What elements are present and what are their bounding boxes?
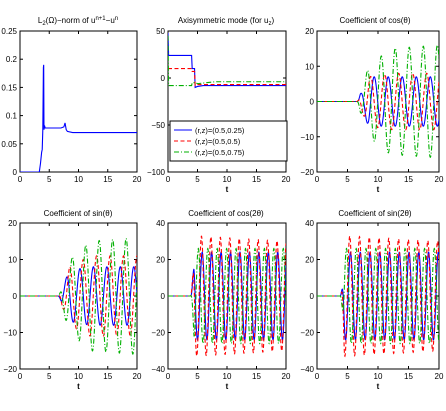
y-tick-label: 20 <box>305 27 314 36</box>
series-line-1 <box>168 32 286 89</box>
y-tick-label: −20 <box>300 329 314 338</box>
y-tick-label: 0 <box>13 292 18 301</box>
x-axis-label: t <box>226 185 229 194</box>
x-tick-label: 0 <box>315 372 320 381</box>
x-tick-label: 10 <box>74 175 83 184</box>
x-tick-label: 5 <box>47 175 52 184</box>
panel-1-title: L2(Ω)−norm of un+1−un <box>38 16 118 27</box>
y-tick-label: −100 <box>147 168 166 177</box>
y-tick-label: −20 <box>151 329 165 338</box>
panel-2: 0 5 10 15 20−100−50050t(r,z)=(0.5,0.25)(r,z)… <box>147 27 291 194</box>
x-tick-label: 0 <box>166 175 171 184</box>
y-tick-label: 0 <box>13 168 18 177</box>
panel-4-title: Coefficient of sin(θ) <box>44 209 113 218</box>
series-line-1 <box>20 64 137 172</box>
panel-2-title: Axisymmetric mode (for uz) <box>178 16 275 27</box>
x-tick-label: 5 <box>47 372 52 381</box>
legend-entry: (r,z)=(0.5,0.25) <box>195 126 245 135</box>
legend-entry: (r,z)=(0.5,0.5) <box>195 137 241 146</box>
x-tick-label: 20 <box>435 372 444 381</box>
legend: (r,z)=(0.5,0.25) (r,z)=(0.5,0.5) (r,z)=(0.… <box>169 120 288 162</box>
x-tick-label: 20 <box>133 175 142 184</box>
y-tick-label: −40 <box>151 365 165 374</box>
series-line-2 <box>168 68 286 87</box>
series-line-2 <box>168 235 286 357</box>
y-tick-label: 10 <box>305 62 314 71</box>
x-tick-label: 15 <box>252 175 261 184</box>
panel-6: 0 5 10 15 20 −40 −20 0 20 40 t <box>300 219 444 391</box>
y-tick-label: 0 <box>310 292 315 301</box>
y-tick-label: 0.2 <box>6 55 18 64</box>
x-tick-label: 5 <box>195 372 200 381</box>
y-tick-label: 40 <box>305 219 314 228</box>
x-tick-label: 10 <box>74 372 83 381</box>
x-tick-label: 20 <box>435 175 444 184</box>
x-tick-label: 0 <box>315 175 320 184</box>
y-tick-label: 20 <box>156 256 165 265</box>
y-tick-label: −50 <box>151 121 165 130</box>
x-axis-label: t <box>226 382 229 391</box>
x-tick-label: 0 <box>18 372 23 381</box>
x-tick-label: 15 <box>404 372 413 381</box>
y-tick-label: 50 <box>156 27 165 36</box>
x-tick-label: 10 <box>374 372 383 381</box>
x-tick-label: 0 <box>18 175 23 184</box>
x-axis-label: t <box>377 185 380 194</box>
x-tick-label: 0 <box>166 372 171 381</box>
y-tick-label: 0 <box>161 74 166 83</box>
series-line-3 <box>168 247 286 345</box>
y-tick-label: −10 <box>300 133 314 142</box>
x-tick-label: 5 <box>345 372 350 381</box>
panel-3-title: Coefficient of cos(θ) <box>340 16 411 25</box>
panel-6-title: Coefficient of sin(2θ) <box>338 209 412 218</box>
y-tick-label: −40 <box>300 365 314 374</box>
x-tick-label: 20 <box>282 372 291 381</box>
y-tick-label: 0 <box>161 292 166 301</box>
axes-frame <box>19 30 138 173</box>
x-tick-label: 15 <box>252 372 261 381</box>
x-tick-label: 10 <box>374 175 383 184</box>
x-tick-label: 10 <box>223 372 232 381</box>
y-tick-label: 0.1 <box>6 112 18 121</box>
x-axis-label: t <box>77 382 80 391</box>
panel-1: 0 5 10 15 20 0 0.05 0.1 0.15 0.2 0.25 <box>1 27 142 184</box>
x-tick-label: 5 <box>345 175 350 184</box>
y-tick-label: 20 <box>305 256 314 265</box>
x-tick-label: 15 <box>103 175 112 184</box>
y-tick-label: 10 <box>8 256 17 265</box>
x-axis-label: t <box>377 382 380 391</box>
y-tick-label: 20 <box>8 219 17 228</box>
y-tick-label: 0.05 <box>1 140 17 149</box>
x-tick-label: 10 <box>223 175 232 184</box>
y-tick-label: 0 <box>310 98 315 107</box>
y-tick-label: 40 <box>156 219 165 228</box>
x-tick-label: 5 <box>195 175 200 184</box>
series-line-3 <box>20 237 137 355</box>
legend-entry: (r,z)=(0.5,0.75) <box>195 148 245 157</box>
y-tick-label: −10 <box>3 329 17 338</box>
series-line-3 <box>168 35 286 87</box>
panel-5: 0 5 10 15 20 −40 −20 0 20 40 t <box>151 219 291 391</box>
panel-3: 0 5 10 15 20 −20 −10 0 10 20 t <box>300 27 444 194</box>
panel-5-title: Coefficient of cos(2θ) <box>188 209 264 218</box>
x-tick-label: 15 <box>404 175 413 184</box>
series-line-3 <box>317 247 439 345</box>
x-tick-label: 15 <box>103 372 112 381</box>
y-tick-label: 0.15 <box>1 83 17 92</box>
series-line-3 <box>317 44 439 159</box>
x-tick-label: 20 <box>282 175 291 184</box>
x-tick-label: 20 <box>133 372 142 381</box>
y-tick-label: −20 <box>3 365 17 374</box>
y-tick-label: −20 <box>300 168 314 177</box>
y-tick-label: 0.25 <box>1 27 17 36</box>
panel-4: 0 5 10 15 20 −20 −10 0 10 20 t <box>3 219 142 391</box>
